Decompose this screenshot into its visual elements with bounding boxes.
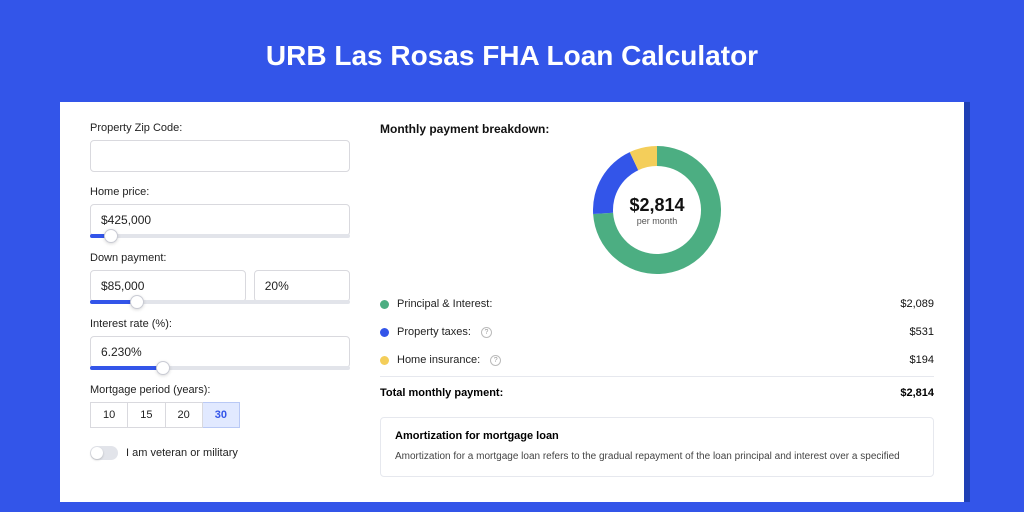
form-panel: Property Zip Code: Home price: Down paym… xyxy=(90,122,350,502)
period-option-30[interactable]: 30 xyxy=(203,402,240,428)
legend-value-home-insurance: $194 xyxy=(910,354,934,366)
veteran-row: I am veteran or military xyxy=(90,446,350,460)
zip-field: Property Zip Code: xyxy=(90,122,350,172)
down-payment-label: Down payment: xyxy=(90,252,350,264)
donut-chart-wrap: $2,814 per month xyxy=(380,146,934,274)
interest-label: Interest rate (%): xyxy=(90,318,350,330)
legend-dot-home-insurance xyxy=(380,356,389,365)
page-title: URB Las Rosas FHA Loan Calculator xyxy=(60,40,964,72)
info-icon[interactable]: ? xyxy=(481,327,492,338)
legend-label-home-insurance: Home insurance: xyxy=(397,354,480,366)
down-payment-field: Down payment: xyxy=(90,252,350,304)
period-option-10[interactable]: 10 xyxy=(90,402,128,428)
veteran-toggle[interactable] xyxy=(90,446,118,460)
breakdown-legend: Principal & Interest: $2,089 Property taxe… xyxy=(380,290,934,374)
legend-value-property-taxes: $531 xyxy=(910,326,934,338)
period-label: Mortgage period (years): xyxy=(90,384,350,396)
total-row: Total monthly payment: $2,814 xyxy=(380,376,934,399)
legend-row-property-taxes: Property taxes:? $531 xyxy=(380,318,934,346)
period-option-20[interactable]: 20 xyxy=(166,402,203,428)
donut-center-amount: $2,814 xyxy=(629,195,684,216)
amortization-text: Amortization for a mortgage loan refers … xyxy=(395,450,919,464)
zip-label: Property Zip Code: xyxy=(90,122,350,134)
breakdown-panel: Monthly payment breakdown: $2,814 per mo… xyxy=(380,122,934,502)
zip-input[interactable] xyxy=(90,140,350,172)
period-options: 10152030 xyxy=(90,402,350,428)
down-payment-percent-input[interactable] xyxy=(254,270,350,302)
amortization-box: Amortization for mortgage loan Amortizat… xyxy=(380,417,934,477)
calculator-card: Property Zip Code: Home price: Down paym… xyxy=(60,102,964,502)
total-label: Total monthly payment: xyxy=(380,387,503,399)
total-value: $2,814 xyxy=(900,387,934,399)
interest-field: Interest rate (%): xyxy=(90,318,350,370)
veteran-label: I am veteran or military xyxy=(126,447,238,459)
period-option-15[interactable]: 15 xyxy=(128,402,165,428)
legend-dot-property-taxes xyxy=(380,328,389,337)
legend-label-property-taxes: Property taxes: xyxy=(397,326,471,338)
home-price-input[interactable] xyxy=(90,204,350,236)
amortization-title: Amortization for mortgage loan xyxy=(395,430,919,442)
legend-row-principal-interest: Principal & Interest: $2,089 xyxy=(380,290,934,318)
down-payment-amount-input[interactable] xyxy=(90,270,246,302)
info-icon[interactable]: ? xyxy=(490,355,501,366)
donut-center-sub: per month xyxy=(637,216,678,226)
home-price-field: Home price: xyxy=(90,186,350,238)
interest-input[interactable] xyxy=(90,336,350,368)
down-payment-slider[interactable] xyxy=(90,300,350,304)
donut-chart: $2,814 per month xyxy=(593,146,721,274)
legend-row-home-insurance: Home insurance:? $194 xyxy=(380,346,934,374)
period-field: Mortgage period (years): 10152030 xyxy=(90,384,350,428)
interest-slider[interactable] xyxy=(90,366,350,370)
legend-label-principal-interest: Principal & Interest: xyxy=(397,298,492,310)
breakdown-title: Monthly payment breakdown: xyxy=(380,122,934,136)
legend-value-principal-interest: $2,089 xyxy=(900,298,934,310)
legend-dot-principal-interest xyxy=(380,300,389,309)
home-price-slider[interactable] xyxy=(90,234,350,238)
home-price-label: Home price: xyxy=(90,186,350,198)
